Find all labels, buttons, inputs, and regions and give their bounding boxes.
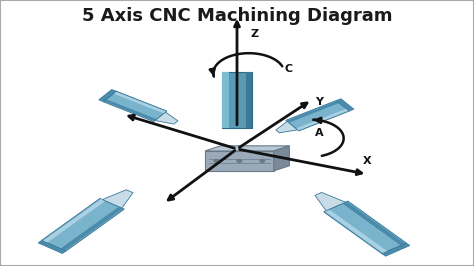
Text: Y: Y: [315, 97, 323, 107]
Polygon shape: [221, 72, 252, 128]
Polygon shape: [246, 72, 252, 128]
Text: X: X: [363, 156, 371, 166]
Polygon shape: [274, 146, 289, 171]
Polygon shape: [205, 146, 289, 151]
Polygon shape: [104, 99, 157, 121]
Polygon shape: [325, 209, 387, 253]
Polygon shape: [221, 72, 229, 128]
Circle shape: [214, 160, 219, 162]
Polygon shape: [38, 240, 66, 253]
Polygon shape: [315, 192, 346, 211]
Polygon shape: [324, 201, 406, 254]
Polygon shape: [43, 199, 105, 243]
Polygon shape: [61, 207, 123, 251]
Polygon shape: [286, 101, 339, 123]
Circle shape: [237, 160, 242, 162]
Polygon shape: [99, 89, 117, 102]
Polygon shape: [336, 99, 354, 111]
Polygon shape: [205, 151, 274, 171]
Text: Z: Z: [250, 28, 258, 39]
Polygon shape: [296, 109, 349, 130]
Polygon shape: [382, 243, 410, 256]
Polygon shape: [276, 122, 298, 133]
Text: C: C: [284, 64, 292, 74]
Text: A: A: [315, 128, 324, 138]
Polygon shape: [103, 91, 167, 122]
Circle shape: [260, 160, 264, 162]
Polygon shape: [113, 92, 166, 113]
Polygon shape: [343, 202, 405, 246]
Polygon shape: [155, 112, 178, 124]
Polygon shape: [102, 190, 133, 208]
Text: 5 Axis CNC Machining Diagram: 5 Axis CNC Machining Diagram: [82, 7, 392, 25]
Polygon shape: [42, 198, 124, 251]
Polygon shape: [286, 101, 349, 131]
